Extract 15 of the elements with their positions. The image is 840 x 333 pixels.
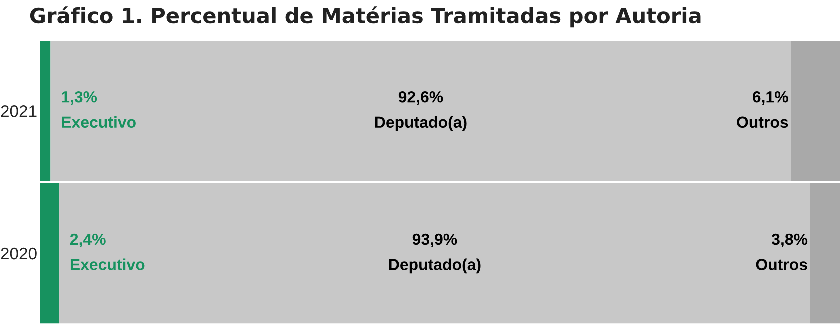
y-tick-label: 2020 bbox=[1, 248, 37, 260]
series-label: Deputado(a) bbox=[389, 258, 481, 274]
series-label: Executivo bbox=[62, 116, 136, 128]
data-label: 6,1% bbox=[753, 91, 788, 106]
data-label: 93,9% bbox=[412, 234, 458, 248]
data-label: 2,4% bbox=[70, 234, 106, 248]
text: Deputado(a) bbox=[375, 116, 467, 132]
data-label: 1,3% bbox=[62, 91, 98, 106]
data-label: 3,8% bbox=[772, 234, 808, 248]
text: Outros bbox=[737, 116, 788, 128]
y-tick-label: 2021 bbox=[1, 106, 37, 118]
series-label: Outros bbox=[756, 259, 808, 270]
text: Executivo bbox=[70, 258, 145, 270]
data-label: 92,6% bbox=[398, 91, 444, 106]
chart-title: Gráfico 1. Percentual de Matérias Tramitadas por Autoria bbox=[30, 6, 701, 28]
